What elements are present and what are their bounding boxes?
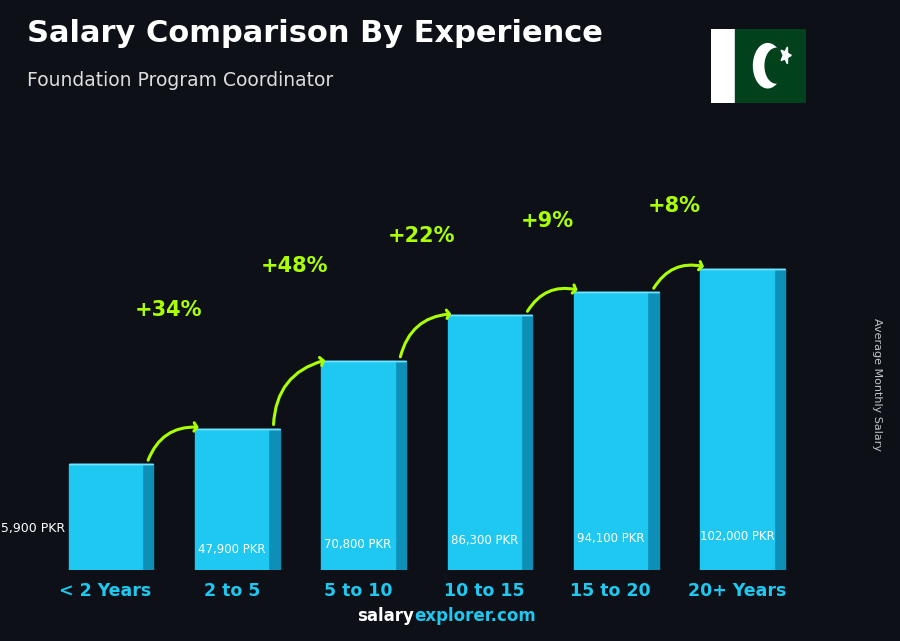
Text: 94,100 PKR: 94,100 PKR: [577, 532, 644, 545]
Text: 86,300 PKR: 86,300 PKR: [451, 534, 518, 547]
Text: 70,800 PKR: 70,800 PKR: [324, 538, 392, 551]
Text: +22%: +22%: [387, 226, 454, 246]
Bar: [447, 315, 521, 570]
Polygon shape: [521, 315, 532, 570]
Bar: [574, 292, 647, 570]
Circle shape: [765, 48, 788, 83]
Text: 35,900 PKR: 35,900 PKR: [0, 522, 65, 535]
Text: +8%: +8%: [647, 196, 700, 216]
Circle shape: [753, 44, 782, 88]
Polygon shape: [781, 47, 791, 64]
Polygon shape: [395, 361, 406, 570]
Bar: [321, 361, 395, 570]
Text: Average Monthly Salary: Average Monthly Salary: [872, 318, 883, 451]
Polygon shape: [647, 292, 659, 570]
Text: Salary Comparison By Experience: Salary Comparison By Experience: [27, 19, 603, 48]
Text: +34%: +34%: [135, 300, 202, 320]
Bar: [700, 269, 773, 570]
Polygon shape: [268, 429, 280, 570]
Text: 47,900 PKR: 47,900 PKR: [198, 543, 266, 556]
Text: explorer.com: explorer.com: [414, 607, 536, 625]
Polygon shape: [773, 269, 785, 570]
Text: Foundation Program Coordinator: Foundation Program Coordinator: [27, 71, 333, 90]
Text: +9%: +9%: [521, 212, 574, 231]
Text: +48%: +48%: [261, 256, 328, 276]
Text: salary: salary: [357, 607, 414, 625]
Text: 102,000 PKR: 102,000 PKR: [699, 530, 774, 544]
Polygon shape: [142, 464, 153, 570]
Bar: [711, 29, 734, 103]
Bar: [68, 464, 142, 570]
Bar: [195, 429, 268, 570]
Bar: [734, 29, 806, 103]
